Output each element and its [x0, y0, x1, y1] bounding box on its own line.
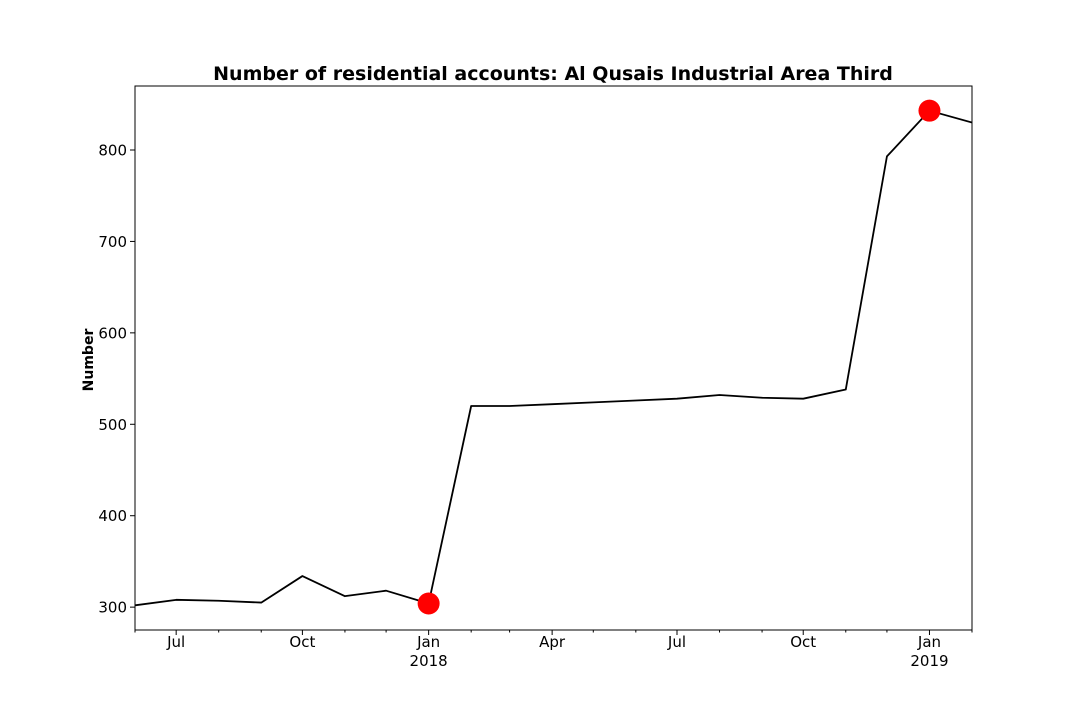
x-tick-label: Jul — [166, 633, 185, 651]
x-tick-label: Oct — [289, 633, 315, 651]
highlight-marker — [418, 592, 440, 614]
y-tick-label: 300 — [98, 599, 127, 617]
x-tick-label: Jul — [667, 633, 686, 651]
y-tick-label: 500 — [98, 416, 127, 434]
y-tick-label: 600 — [98, 324, 127, 342]
plot-area — [135, 100, 972, 615]
y-tick-label: 800 — [98, 142, 127, 160]
y-axis-label: Number — [81, 329, 97, 392]
y-tick-label: 700 — [98, 233, 127, 251]
series-line — [135, 111, 972, 606]
plot-frame — [135, 86, 972, 630]
x-tick-year-label: 2019 — [910, 652, 948, 670]
chart-title: Number of residential accounts: Al Qusai… — [213, 63, 893, 85]
highlight-marker — [918, 100, 940, 122]
x-tick-label: Jan — [917, 633, 941, 651]
y-axis-ticks: 300 400 500 600 700 800 — [98, 142, 135, 617]
x-tick-label: Apr — [539, 633, 566, 651]
x-tick-label: Oct — [790, 633, 816, 651]
x-tick-year-label: 2018 — [410, 652, 448, 670]
series-layer — [135, 111, 972, 606]
x-tick-label: Jan — [416, 633, 440, 651]
y-tick-label: 400 — [98, 507, 127, 525]
highlight-layer — [418, 100, 941, 615]
